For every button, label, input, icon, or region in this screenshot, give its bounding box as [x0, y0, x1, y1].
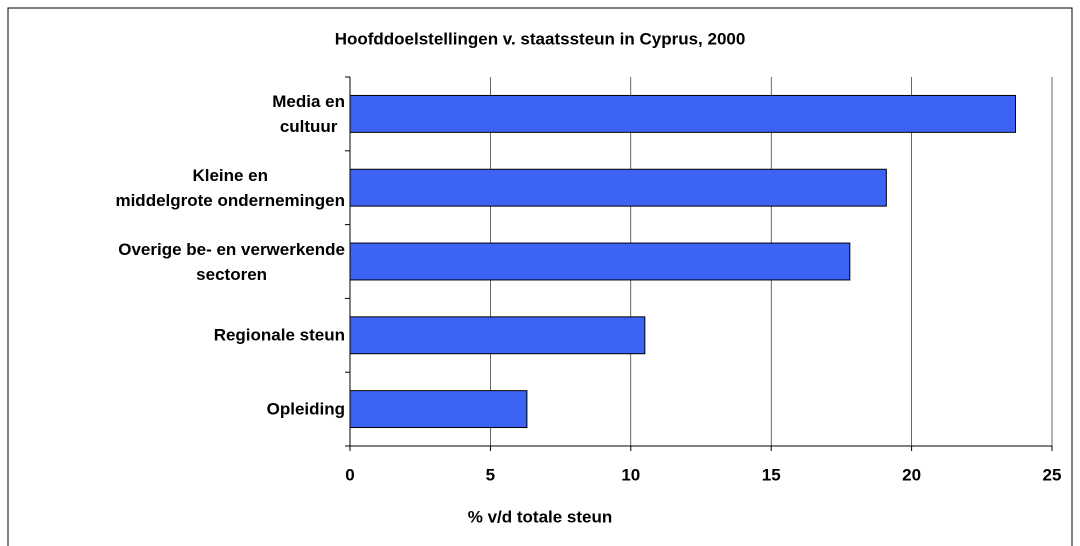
y-tick-label: Overige be- en verwerkende sectoren	[118, 239, 345, 284]
x-tick-label: 15	[762, 465, 781, 484]
y-tick-label: Opleiding	[266, 399, 345, 419]
bar	[349, 242, 851, 281]
bar	[349, 390, 528, 429]
bar	[349, 168, 887, 207]
bar	[349, 316, 646, 355]
x-tick-label: 0	[345, 465, 354, 484]
y-tick-label: Kleine en middelgrote ondernemingen	[115, 165, 345, 210]
x-tick-label: 10	[621, 465, 640, 484]
bar	[349, 94, 1016, 133]
chart-title: Hoofddoelstellingen v. staatssteun in Cy…	[335, 29, 746, 48]
x-axis-label: % v/d totale steun	[468, 507, 613, 526]
chart-frame	[7, 7, 1073, 546]
x-tick-label: 25	[1043, 465, 1062, 484]
y-tick-label: Regionale steun	[213, 325, 345, 345]
x-tick-label: 5	[486, 465, 495, 484]
x-tick-label: 20	[902, 465, 921, 484]
y-tick-label: Media en cultuur	[272, 91, 345, 136]
